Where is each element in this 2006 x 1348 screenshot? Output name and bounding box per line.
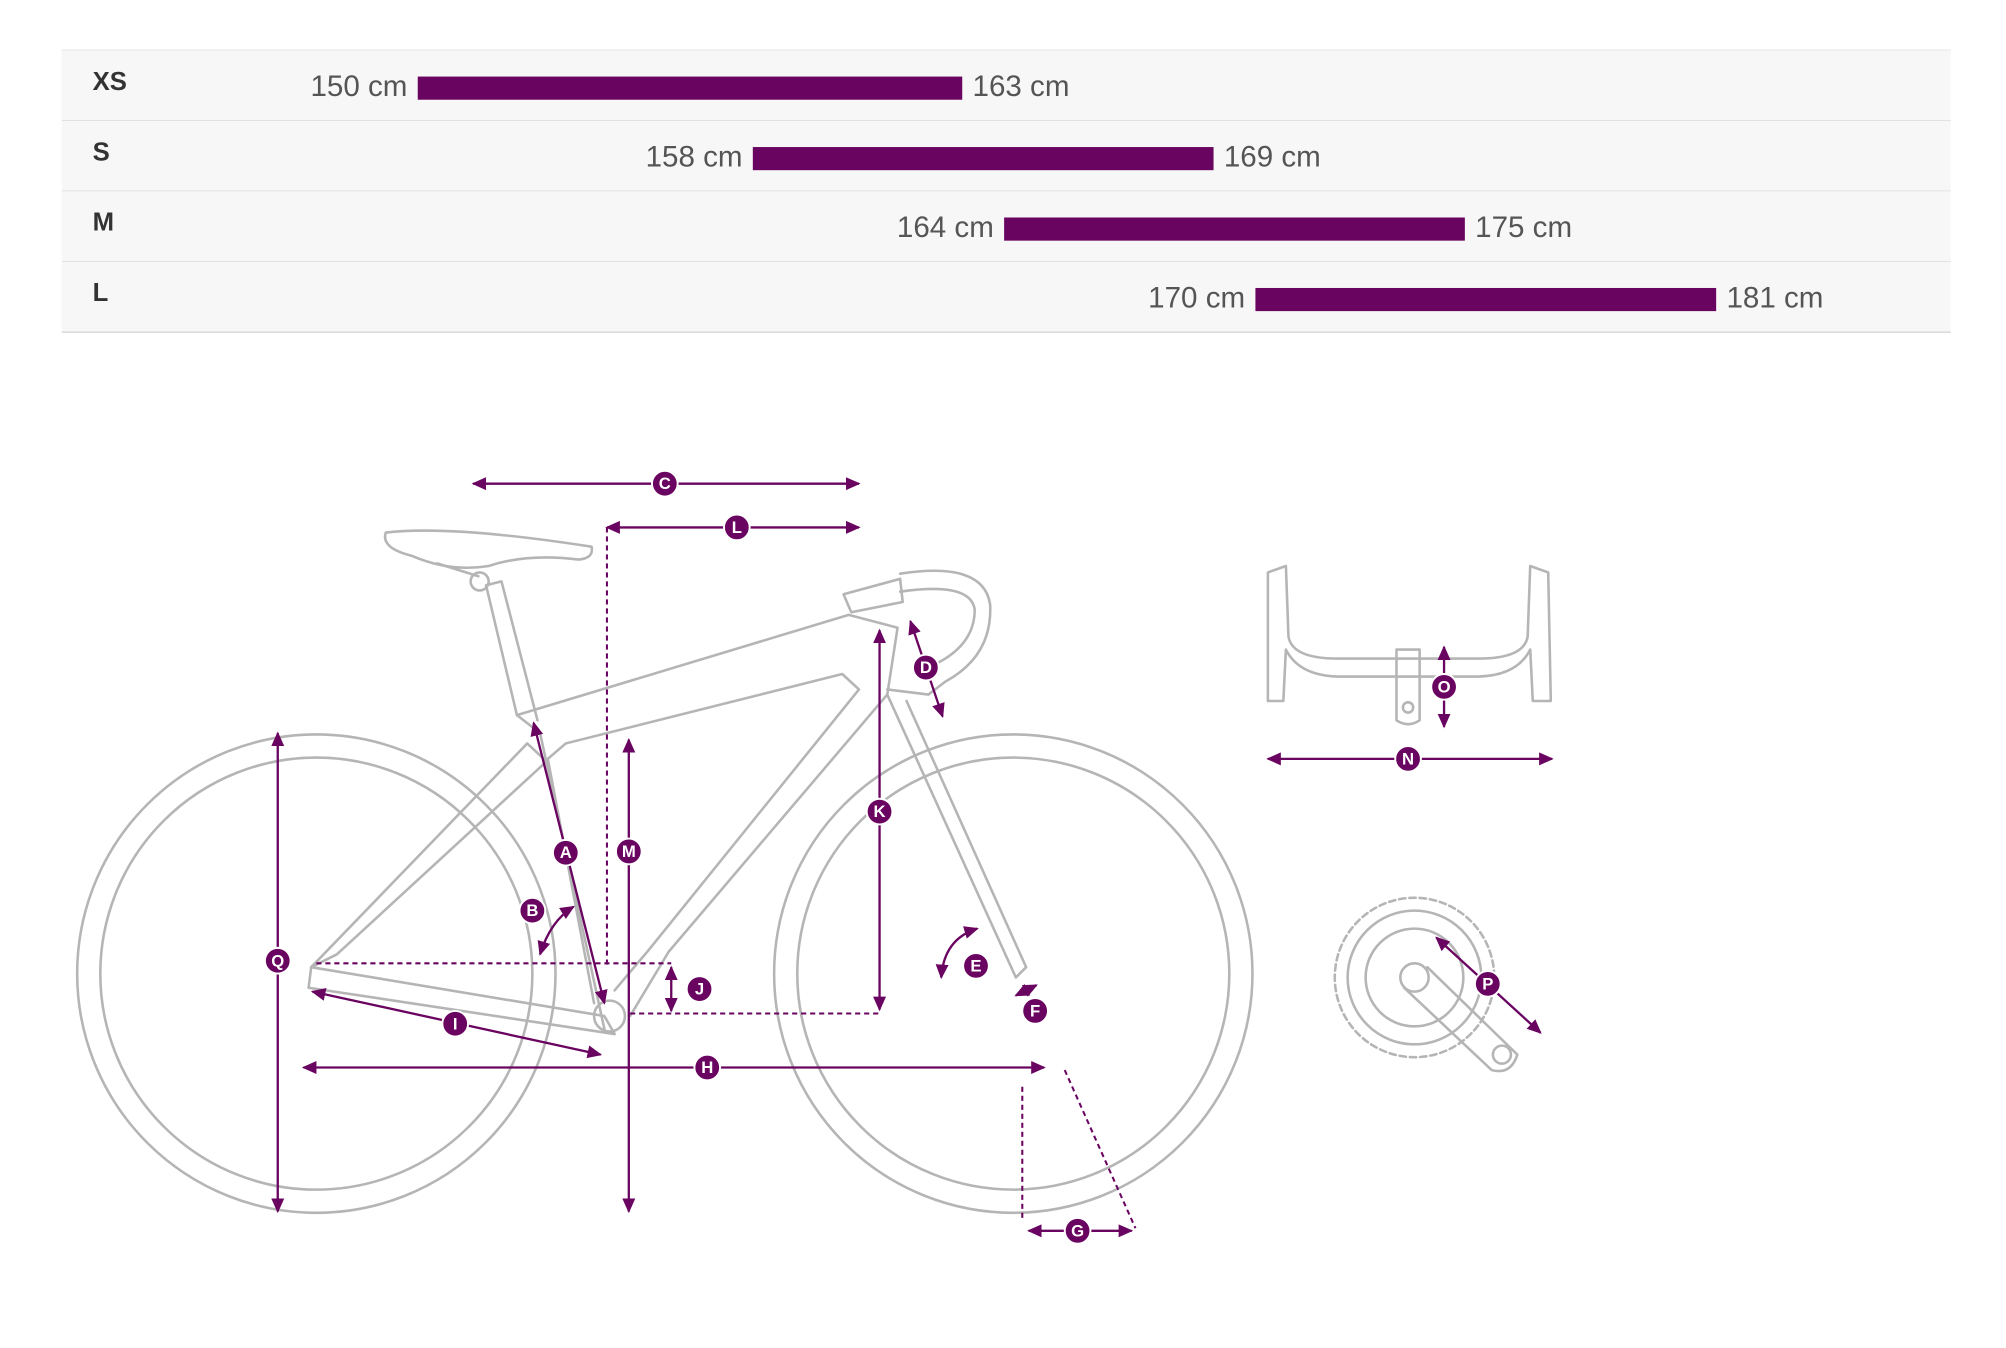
drawing-part [1491,1044,1513,1065]
dimension-badge [1430,673,1458,701]
dimension-badge [1021,997,1049,1025]
drawing-part [1346,909,1483,1046]
dimension-letter: G [1071,1221,1084,1240]
dimension-badge [518,896,547,925]
size-label: XS [93,68,127,96]
dimension-letter: C [659,474,671,493]
drawing-part [772,733,1254,1215]
angle-arrow [537,905,575,956]
drawing-part [1402,965,1519,1073]
dimension-arrow [1014,983,1038,997]
range-max-label: 181 cm [1726,281,1823,314]
drawing-part [795,756,1231,1191]
row-background [61,50,1951,121]
range-min-label: 158 cm [646,140,743,173]
drawing-part [469,571,490,592]
bike-drawing [75,529,1553,1215]
dimension-letter: K [874,802,886,821]
dimension-letter: O [1438,677,1451,696]
dimension-badge [650,469,679,498]
dimension-letter: H [701,1058,713,1077]
dimension-letter: A [560,843,572,862]
drawing-part [515,613,899,1031]
range-max-label: 175 cm [1475,211,1572,244]
range-max-label: 163 cm [973,70,1070,103]
range-max-label: 169 cm [1224,140,1321,173]
size-label: S [93,138,110,166]
drawing-part [1399,962,1430,993]
drawing-part [1266,564,1553,703]
dimension-letter: F [1030,1001,1040,1020]
drawing-part [885,693,1028,979]
dimension-badge [614,837,643,866]
drawing-part [1364,927,1465,1028]
dimension-letter: P [1482,974,1493,993]
dimension-letter: Q [271,951,284,970]
drawing-part [309,742,548,969]
drawing-part [99,756,534,1191]
drawing-part [383,529,594,569]
dimension-badge [263,946,292,975]
range-min-label: 170 cm [1148,281,1245,314]
dimension-letter: M [622,842,636,861]
dimension-letter: L [732,518,742,537]
range-bar [1004,217,1465,241]
dimension-badge [1473,970,1502,998]
dimensions: C L D A M K B Q J E F I H G O N P [263,469,1554,1245]
range-min-label: 150 cm [310,70,407,103]
dimension-badge [441,1009,470,1038]
drawing-part [1401,701,1415,714]
dimension-badge [912,653,940,682]
drawing-part [1333,896,1496,1059]
guide-line [1063,1069,1137,1229]
dimension-letter: B [526,901,538,920]
dimension-badge [962,952,990,980]
dimension-badge [1394,745,1422,773]
dimension-letter: E [970,956,981,975]
range-min-label: 164 cm [897,211,994,244]
dimension-badge [685,975,714,1003]
drawing-part [842,577,904,614]
dimension-badge [722,513,751,542]
dimension-badge [1063,1216,1092,1245]
dimension-badge [865,797,894,826]
drawing-part [898,587,976,664]
range-bar [417,76,963,100]
range-bar [1255,287,1717,312]
size-table: XS 150 cm 163 cm S 158 cm 169 cm M 164 cm 175 cm… [61,49,1951,333]
angle-arrow [935,926,979,980]
dimension-letter: N [1402,749,1414,768]
dimension-letter: J [695,980,704,999]
size-label: L [93,279,109,307]
dimension-badge [693,1053,722,1082]
drawing-part [1395,648,1421,726]
size-label: M [93,209,114,237]
range-bar [752,147,1214,171]
dimension-letter: D [920,658,932,677]
drawing-part [484,580,539,722]
drawing-part [546,672,861,1005]
drawing-part [435,562,480,578]
drawing-part [75,733,557,1215]
dimension-letter: I [453,1014,458,1033]
dimension-badge [551,838,580,867]
drawing-part [885,569,992,696]
